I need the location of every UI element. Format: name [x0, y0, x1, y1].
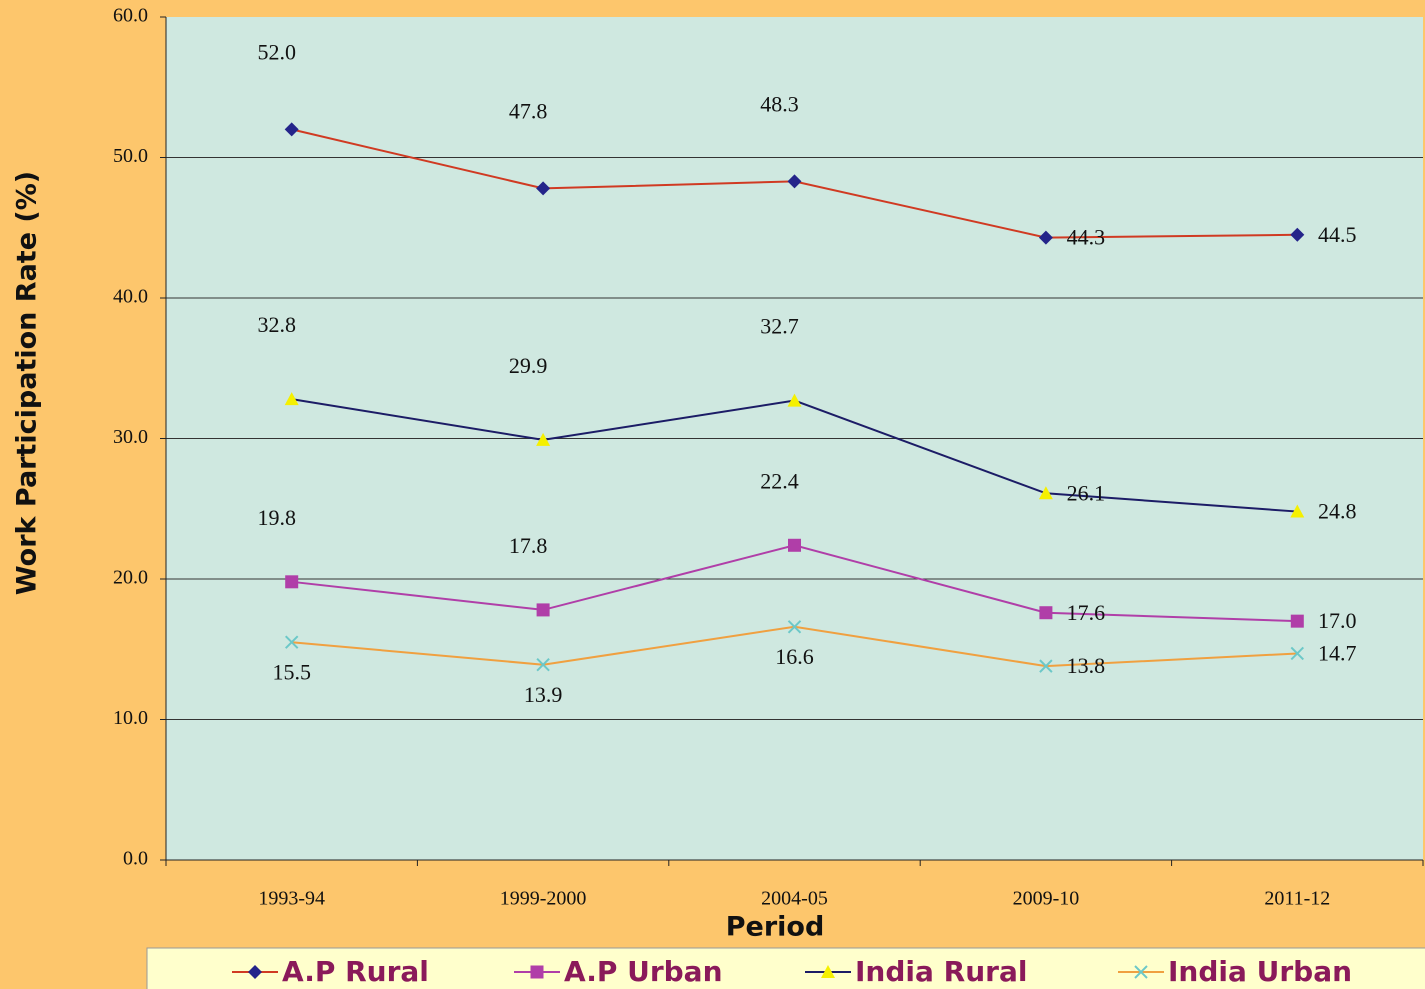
- y-tick-label: 40.0: [113, 286, 148, 308]
- data-label: 32.7: [760, 314, 799, 339]
- marker: [536, 657, 550, 672]
- marker: [1134, 965, 1148, 979]
- marker: [787, 174, 802, 189]
- y-tick-label: 20.0: [113, 567, 148, 589]
- marker: [530, 965, 544, 979]
- marker: [284, 392, 299, 406]
- data-label: 32.8: [257, 312, 296, 337]
- y-axis-title: Work Participation Rate (%): [12, 171, 43, 595]
- data-label: 17.0: [1318, 608, 1357, 633]
- x-tick-label: 1999-2000: [500, 888, 587, 910]
- data-label: 48.3: [760, 91, 799, 116]
- y-tick-label: 0.0: [123, 848, 148, 870]
- marker: [536, 181, 551, 196]
- y-tick-label: 50.0: [113, 145, 148, 167]
- legend-label: India Rural: [855, 955, 1027, 988]
- marker: [788, 538, 801, 552]
- legend-label: India Urban: [1168, 955, 1352, 988]
- x-tick-label: 2009-10: [1013, 888, 1080, 910]
- legend-label: A.P Urban: [564, 955, 723, 988]
- data-label: 13.8: [1067, 653, 1106, 678]
- marker: [821, 965, 835, 978]
- x-tick-label: 2011-12: [1264, 888, 1330, 910]
- marker: [1290, 504, 1305, 518]
- marker: [284, 122, 299, 137]
- marker: [1290, 614, 1304, 628]
- marker: [285, 575, 299, 589]
- x-tick-label: 1993-94: [258, 888, 325, 910]
- y-tick-label: 10.0: [113, 707, 148, 729]
- data-label: 24.8: [1318, 499, 1357, 524]
- marker: [1038, 230, 1053, 245]
- data-label: 44.5: [1318, 222, 1357, 247]
- y-tick-label: 30.0: [113, 426, 148, 448]
- marker: [284, 635, 299, 649]
- marker: [1039, 606, 1053, 620]
- marker: [1290, 646, 1305, 661]
- data-label: 47.8: [509, 98, 548, 123]
- data-label: 19.8: [257, 505, 296, 530]
- data-label: 17.8: [509, 533, 548, 558]
- marker: [787, 393, 802, 407]
- data-label: 26.1: [1067, 480, 1106, 505]
- x-axis-title: Period: [726, 912, 825, 943]
- data-label: 52.0: [257, 39, 296, 64]
- data-label: 22.4: [760, 468, 799, 493]
- data-label: 29.9: [509, 353, 548, 378]
- marker: [1038, 486, 1053, 500]
- legend-label: A.P Rural: [282, 955, 429, 988]
- data-label: 14.7: [1318, 641, 1357, 666]
- marker: [536, 603, 550, 617]
- marker: [248, 965, 262, 979]
- marker: [1290, 227, 1305, 242]
- x-tick-label: 2004-05: [761, 888, 828, 910]
- marker: [1039, 659, 1053, 673]
- legend: [146, 947, 1425, 989]
- data-label: 44.3: [1067, 225, 1106, 250]
- data-label: 15.5: [272, 659, 311, 684]
- data-label: 17.6: [1067, 600, 1106, 625]
- y-tick-label: 60.0: [113, 5, 148, 27]
- marker: [536, 432, 551, 446]
- data-label: 16.6: [775, 644, 814, 669]
- marker: [787, 620, 802, 634]
- data-label: 13.9: [524, 682, 563, 707]
